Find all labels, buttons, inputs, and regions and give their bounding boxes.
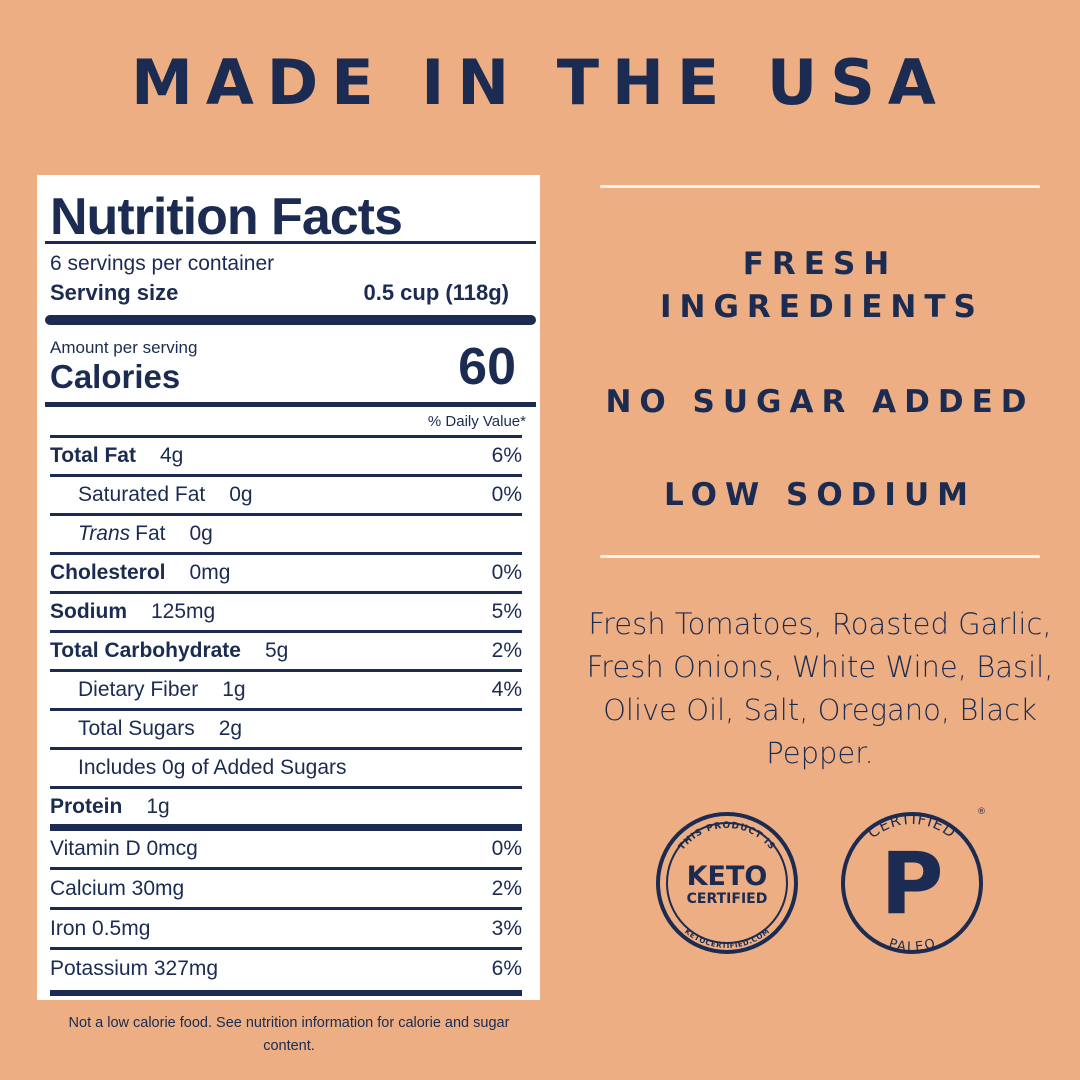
claim: NO SUGAR ADDED xyxy=(605,384,1035,420)
keto-badge xyxy=(656,812,798,954)
claim: FRESH INGREDIENTS xyxy=(660,246,984,325)
rule xyxy=(50,990,522,996)
header-title: MADE IN THE USA xyxy=(131,46,949,119)
nutrient-label: Total Fat xyxy=(50,444,136,467)
nutrient-row: Trans Fat 0g xyxy=(50,516,522,555)
divider xyxy=(600,555,1040,558)
vitamin-dv: 6% xyxy=(491,957,522,980)
nutrient-row: Total Sugars 2g xyxy=(50,711,522,750)
vitamin-row: Iron 0.5mg 3% xyxy=(50,911,522,950)
rule xyxy=(45,315,536,325)
registered-mark: ® xyxy=(977,807,986,817)
nutrient-label: Fat xyxy=(135,522,166,545)
vitamin-label: Calcium 30mg xyxy=(50,877,185,900)
rule xyxy=(45,402,536,407)
nutrient-dv: 5% xyxy=(491,600,522,623)
vitamin-dv: 3% xyxy=(491,917,522,940)
nutrient-amount: 5g xyxy=(264,639,289,662)
keto-badge-ring xyxy=(666,822,788,944)
vitamin-label: Vitamin D 0mcg xyxy=(50,837,198,860)
nutrient-dv: 4% xyxy=(491,678,522,701)
nutrient-amount: 125mg xyxy=(151,600,216,623)
rule xyxy=(50,435,522,438)
nutrient-row: Sodium 125mg 5% xyxy=(50,594,522,633)
vitamin-row: Vitamin D 0mcg 0% xyxy=(50,831,522,870)
badges: THIS PRODUCT IS KETO CERTIFIED KETOCERTI… xyxy=(656,807,986,955)
vitamin-row: Calcium 30mg 2% xyxy=(50,871,522,910)
keto-sub: CERTIFIED xyxy=(687,891,768,907)
nutrient-label: Total Carbohydrate xyxy=(50,639,241,662)
paleo-bottom: PALEO xyxy=(887,936,937,955)
rule xyxy=(45,241,536,244)
nutrient-label: Protein xyxy=(50,795,123,818)
servings: 6 servings per container xyxy=(50,252,275,275)
nutrient-label: Sodium xyxy=(50,600,127,623)
nutrient-amount: 0g xyxy=(189,522,213,545)
amount-label: Amount per serving xyxy=(50,338,198,357)
serving-size-label: Serving size xyxy=(50,280,179,305)
nutrient-amount: 1g xyxy=(146,795,170,818)
nutrient-dv: 0% xyxy=(491,561,522,584)
nutrient-dv: 2% xyxy=(491,639,522,662)
calories-label: Calories xyxy=(50,358,181,395)
nutrient-row: Cholesterol 0mg 0% xyxy=(50,555,522,594)
vitamin-dv: 0% xyxy=(491,837,522,860)
paleo-badge xyxy=(841,812,983,954)
nutrient-amount: 4g xyxy=(159,444,184,467)
ingredients: Fresh Tomatoes, Roasted Garlic, Fresh On… xyxy=(586,607,1054,770)
nutrient-amount: 2g xyxy=(218,717,243,740)
nutrient-row: Saturated Fat 0g 0% xyxy=(50,477,522,516)
nutrient-label: Dietary Fiber xyxy=(78,678,199,701)
dv-header: % Daily Value* xyxy=(427,413,526,430)
nutrient-amount: 0mg xyxy=(189,561,231,584)
claim: LOW SODIUM xyxy=(664,477,976,513)
nutrient-row: Total Fat 4g 6% xyxy=(50,438,522,477)
paleo-letter: P xyxy=(880,834,943,934)
rule xyxy=(50,824,522,831)
nutrient-row: Includes 0g of Added Sugars xyxy=(50,750,522,789)
footnote: Not a low calorie food. See nutrition in… xyxy=(68,1015,510,1054)
vitamin-row: Potassium 327mg 6% xyxy=(50,951,522,987)
divider xyxy=(600,185,1040,188)
nutrient-row: Total Carbohydrate 5g 2% xyxy=(50,633,522,672)
nutrition-label: Nutrition Facts 6 servings per container… xyxy=(37,175,540,1000)
label-italic: Trans xyxy=(78,522,131,545)
nutrient-label: Saturated Fat xyxy=(78,483,206,506)
keto-main: KETO xyxy=(687,861,768,892)
nutrient-row: Protein 1g xyxy=(50,789,522,828)
nutrient-label: Includes 0g of Added Sugars xyxy=(78,756,347,779)
nutrient-amount: 0g xyxy=(229,483,253,506)
calories-value: 60 xyxy=(458,338,516,396)
vitamin-label: Potassium 327mg xyxy=(50,957,219,980)
serving-size-value: 0.5 cup (118g) xyxy=(363,280,509,305)
nutrient-dv: 0% xyxy=(491,483,522,506)
nutrient-label: Total Sugars xyxy=(78,717,195,740)
serving-size: Serving size 0.5 cup (118g) xyxy=(50,280,527,306)
nutrient-amount: 1g xyxy=(222,678,246,701)
nutrient-label: Cholesterol xyxy=(50,561,166,584)
vitamin-label: Iron 0.5mg xyxy=(50,917,151,940)
nutrient-row: Dietary Fiber 1g 4% xyxy=(50,672,522,711)
nutrition-title: Nutrition Facts xyxy=(50,188,403,246)
nutrient-dv: 6% xyxy=(491,444,522,467)
vitamin-dv: 2% xyxy=(491,877,522,900)
